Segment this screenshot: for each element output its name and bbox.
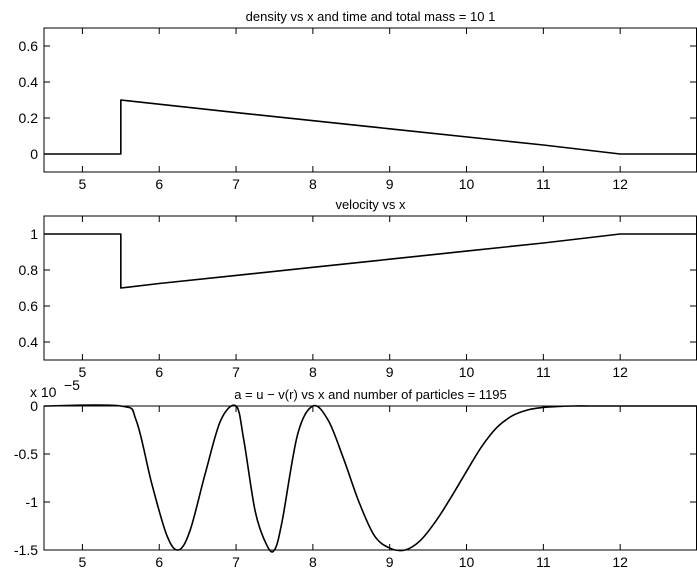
y-tick-label: 0	[30, 146, 38, 162]
x-tick-label: 6	[155, 176, 163, 192]
chart-3: a = u − v(r) vs x and number of particle…	[14, 377, 697, 570]
y-multiplier-exponent: −5	[64, 377, 80, 393]
x-tick-label: 8	[309, 176, 317, 192]
y-tick-label: 0.6	[19, 298, 39, 314]
y-tick-label: -1.5	[14, 542, 38, 558]
x-tick-label: 6	[155, 554, 163, 570]
y-tick-label: 1	[30, 226, 38, 242]
x-tick-label: 7	[232, 554, 240, 570]
chart-1: density vs x and time and total mass = 1…	[19, 9, 697, 192]
y-tick-label: 0.4	[19, 334, 39, 350]
x-tick-label: 9	[386, 176, 394, 192]
y-tick-label: -0.5	[14, 446, 38, 462]
y-tick-label: 0	[30, 398, 38, 414]
x-tick-label: 5	[79, 176, 87, 192]
chart-title: a = u − v(r) vs x and number of particle…	[234, 387, 507, 402]
x-tick-label: 12	[612, 554, 628, 570]
x-tick-label: 7	[232, 364, 240, 380]
x-tick-label: 11	[536, 554, 551, 570]
chart-title: velocity vs x	[335, 197, 406, 212]
x-tick-label: 10	[459, 364, 475, 380]
plot-frame	[43, 27, 697, 173]
y-tick-label: -1	[26, 494, 39, 510]
chart-2: velocity vs x 5 6 7 8 9 10 11 12 0.4 0.6 0.8 1	[19, 197, 697, 380]
y-multiplier-label: x 10	[30, 384, 57, 400]
x-tick-label: 10	[459, 554, 475, 570]
y-tick-label: 0.2	[19, 110, 39, 126]
y-tick-label: 0.8	[19, 262, 39, 278]
x-tick-label: 6	[155, 364, 163, 380]
x-tick-label: 12	[612, 176, 628, 192]
series-line	[44, 233, 697, 289]
y-tick-label: 0.6	[19, 38, 39, 54]
y-tick-label: 0.4	[19, 74, 39, 90]
x-tick-label: 5	[79, 554, 87, 570]
x-tick-label: 8	[309, 364, 317, 380]
series-line	[43, 404, 697, 553]
chart-title: density vs x and time and total mass = 1…	[246, 9, 496, 24]
x-tick-label: 11	[536, 176, 551, 192]
x-tick-label: 8	[309, 554, 317, 570]
x-tick-label: 5	[79, 364, 87, 380]
plot-frame	[43, 215, 697, 361]
x-tick-label: 7	[232, 176, 240, 192]
x-tick-label: 9	[386, 364, 394, 380]
x-tick-label: 10	[459, 176, 475, 192]
x-tick-label: 11	[536, 364, 551, 380]
x-tick-label: 12	[612, 364, 628, 380]
x-tick-label: 9	[386, 554, 394, 570]
series-line	[44, 99, 697, 155]
